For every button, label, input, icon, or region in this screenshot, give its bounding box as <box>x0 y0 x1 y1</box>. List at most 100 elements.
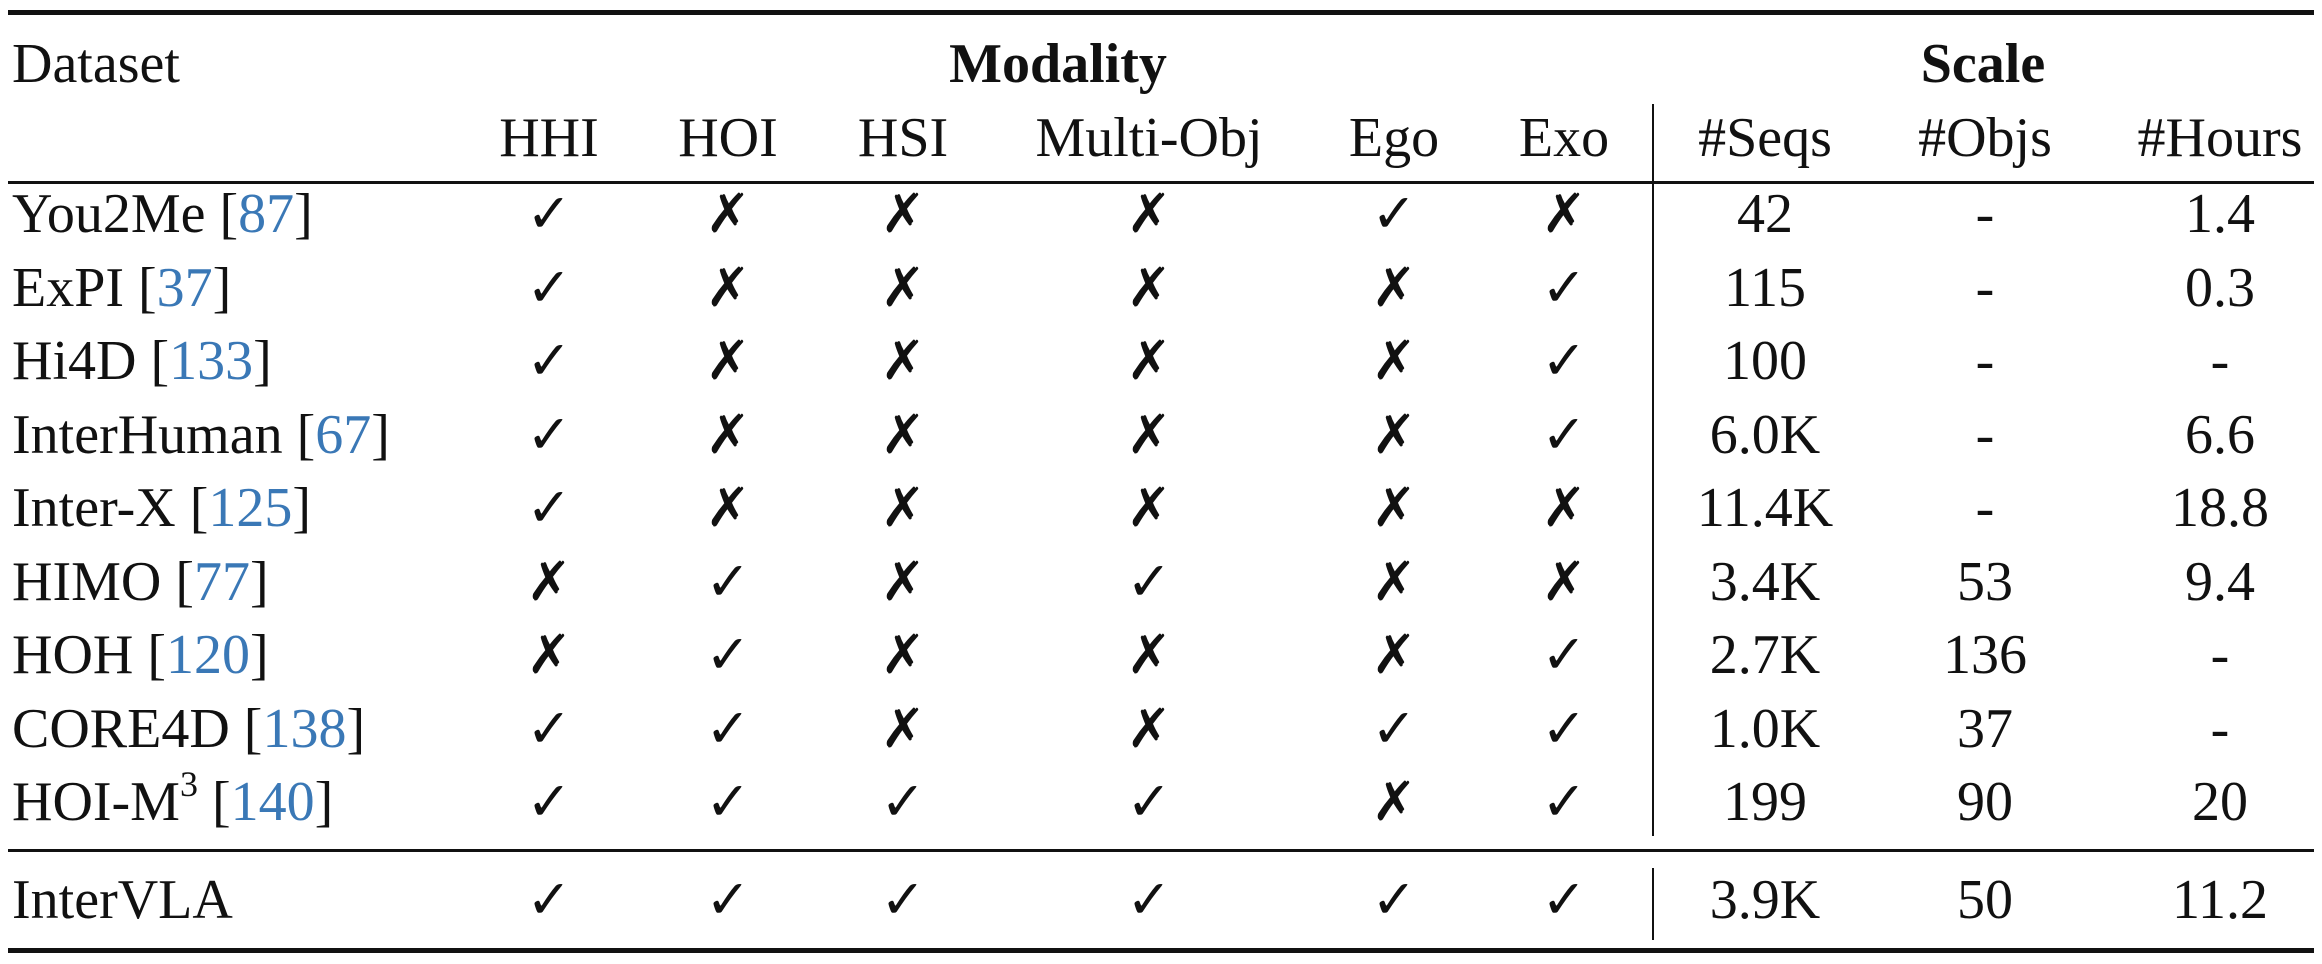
hours-value: 11.2 <box>2172 869 2268 931</box>
citation-link[interactable]: 125 <box>208 477 293 539</box>
flag-multi-obj: ✗ <box>1126 402 1172 466</box>
dataset-name-cell: HOI-M3 [140] <box>12 764 334 833</box>
flag-exo: ✓ <box>1541 329 1587 392</box>
flag-hhi: ✓ <box>526 770 572 833</box>
hours-value: 20 <box>2192 771 2248 833</box>
flag-multi-obj: ✓ <box>1126 868 1172 931</box>
dataset-name-superscript: 3 <box>179 764 198 805</box>
flag-multi-obj: ✗ <box>1126 182 1172 245</box>
seqs-value: 3.4K <box>1709 550 1821 613</box>
seqs-value: 199 <box>1723 771 1807 833</box>
dataset-name-cell: InterHuman [67] <box>12 403 390 466</box>
flag-hhi: ✓ <box>526 696 572 760</box>
flag-exo: ✗ <box>1541 549 1587 613</box>
flag-hoi: ✓ <box>705 549 751 613</box>
summary-rule <box>8 849 2314 852</box>
flag-hhi: ✓ <box>526 402 572 466</box>
col-multi-obj: Multi-Obj <box>1035 107 1263 169</box>
table-row: HOH [120] ✗ ✓ ✗ ✗ ✗ ✓ 2.7K 136 - <box>0 621 2322 689</box>
citation-link[interactable]: 77 <box>193 550 250 613</box>
column-separator <box>1652 104 1654 836</box>
table-row: HIMO [77] ✗ ✓ ✗ ✓ ✗ ✗ 3.4K 53 9.4 <box>0 548 2322 616</box>
flag-hoi: ✓ <box>705 868 751 931</box>
hours-value: 1.4 <box>2185 183 2255 245</box>
objs-value: 50 <box>1957 869 2013 931</box>
dataset-name: InterVLA <box>12 869 233 931</box>
dataset-name-cell: HOH [120] <box>12 624 269 686</box>
hours-value: - <box>2210 330 2230 392</box>
dataset-name: You2Me <box>12 183 206 245</box>
dataset-name-cell: ExPI [37] <box>12 256 232 319</box>
flag-ego: ✗ <box>1371 476 1417 539</box>
citation-link[interactable]: 138 <box>262 697 347 760</box>
objs-value: 53 <box>1957 550 2013 613</box>
seqs-value: 100 <box>1723 330 1807 392</box>
column-separator-final <box>1652 868 1654 940</box>
hours-value: - <box>2210 697 2230 760</box>
flag-exo: ✓ <box>1541 623 1587 686</box>
hours-value: 0.3 <box>2185 256 2255 319</box>
dataset-name-cell: Inter-X [125] <box>12 477 311 539</box>
flag-exo: ✓ <box>1541 255 1587 319</box>
dataset-name: InterHuman <box>12 403 283 466</box>
bottom-rule <box>8 948 2314 953</box>
dataset-name: ExPI <box>12 256 124 319</box>
objs-value: - <box>1975 330 1995 392</box>
flag-multi-obj: ✗ <box>1126 255 1172 319</box>
table-row: You2Me [87] ✓ ✗ ✗ ✗ ✓ ✗ 42 - 1.4 <box>0 180 2322 248</box>
citation-link[interactable]: 87 <box>238 183 295 245</box>
citation-link[interactable]: 140 <box>230 771 315 833</box>
flag-hoi: ✗ <box>705 402 751 466</box>
table-row: CORE4D [138] ✓ ✓ ✗ ✗ ✓ ✓ 1.0K 37 - <box>0 695 2322 763</box>
flag-hoi: ✗ <box>705 182 751 245</box>
flag-ego: ✗ <box>1371 255 1417 319</box>
flag-ego: ✗ <box>1371 549 1417 613</box>
col-ego: Ego <box>1348 107 1440 169</box>
modality-header: Modality <box>949 33 1167 95</box>
table-row: Inter-X [125] ✓ ✗ ✗ ✗ ✗ ✗ 11.4K - 18.8 <box>0 474 2322 542</box>
objs-value: - <box>1975 477 1995 539</box>
citation-link[interactable]: 37 <box>156 256 213 319</box>
flag-hhi: ✓ <box>526 868 572 931</box>
dataset-name: HIMO <box>12 550 162 613</box>
header-rule <box>8 181 2314 184</box>
flag-exo: ✓ <box>1541 868 1587 931</box>
citation-link[interactable]: 67 <box>315 403 372 466</box>
objs-value: 90 <box>1957 771 2013 833</box>
flag-hsi: ✗ <box>880 329 926 392</box>
seqs-value: 3.9K <box>1709 869 1821 931</box>
hours-value: 9.4 <box>2185 550 2255 613</box>
flag-hsi: ✓ <box>880 868 926 931</box>
col-hoi: HOI <box>678 107 778 169</box>
seqs-value: 1.0K <box>1709 697 1821 760</box>
hours-value: 18.8 <box>2171 477 2269 539</box>
flag-hoi: ✓ <box>705 623 751 686</box>
top-rule <box>8 10 2314 15</box>
dataset-name-cell: CORE4D [138] <box>12 697 366 760</box>
table-row: InterHuman [67] ✓ ✗ ✗ ✗ ✗ ✓ 6.0K - 6.6 <box>0 401 2322 469</box>
dataset-name-cell: You2Me [87] <box>12 183 313 245</box>
flag-multi-obj: ✓ <box>1126 549 1172 613</box>
flag-exo: ✓ <box>1541 770 1587 833</box>
flag-hoi: ✓ <box>705 770 751 833</box>
flag-exo: ✗ <box>1541 182 1587 245</box>
flag-hoi: ✗ <box>705 329 751 392</box>
flag-hhi: ✓ <box>526 329 572 392</box>
flag-ego: ✓ <box>1371 696 1417 760</box>
scale-header: Scale <box>1920 33 2046 95</box>
dataset-header: Dataset <box>12 33 180 95</box>
seqs-value: 2.7K <box>1709 624 1821 686</box>
citation-link[interactable]: 120 <box>165 624 250 686</box>
objs-value: - <box>1975 183 1995 245</box>
col-hhi: HHI <box>499 107 599 169</box>
citation-link[interactable]: 133 <box>169 330 254 392</box>
flag-hoi: ✓ <box>705 696 751 760</box>
col-seqs: #Seqs <box>1698 107 1832 169</box>
dataset-name-cell: HIMO [77] <box>12 550 269 613</box>
flag-hsi: ✗ <box>880 623 926 686</box>
dataset-name: CORE4D <box>12 697 230 760</box>
flag-hhi: ✓ <box>526 255 572 319</box>
flag-multi-obj: ✗ <box>1126 696 1172 760</box>
objs-value: - <box>1975 256 1995 319</box>
seqs-value: 42 <box>1737 183 1793 245</box>
